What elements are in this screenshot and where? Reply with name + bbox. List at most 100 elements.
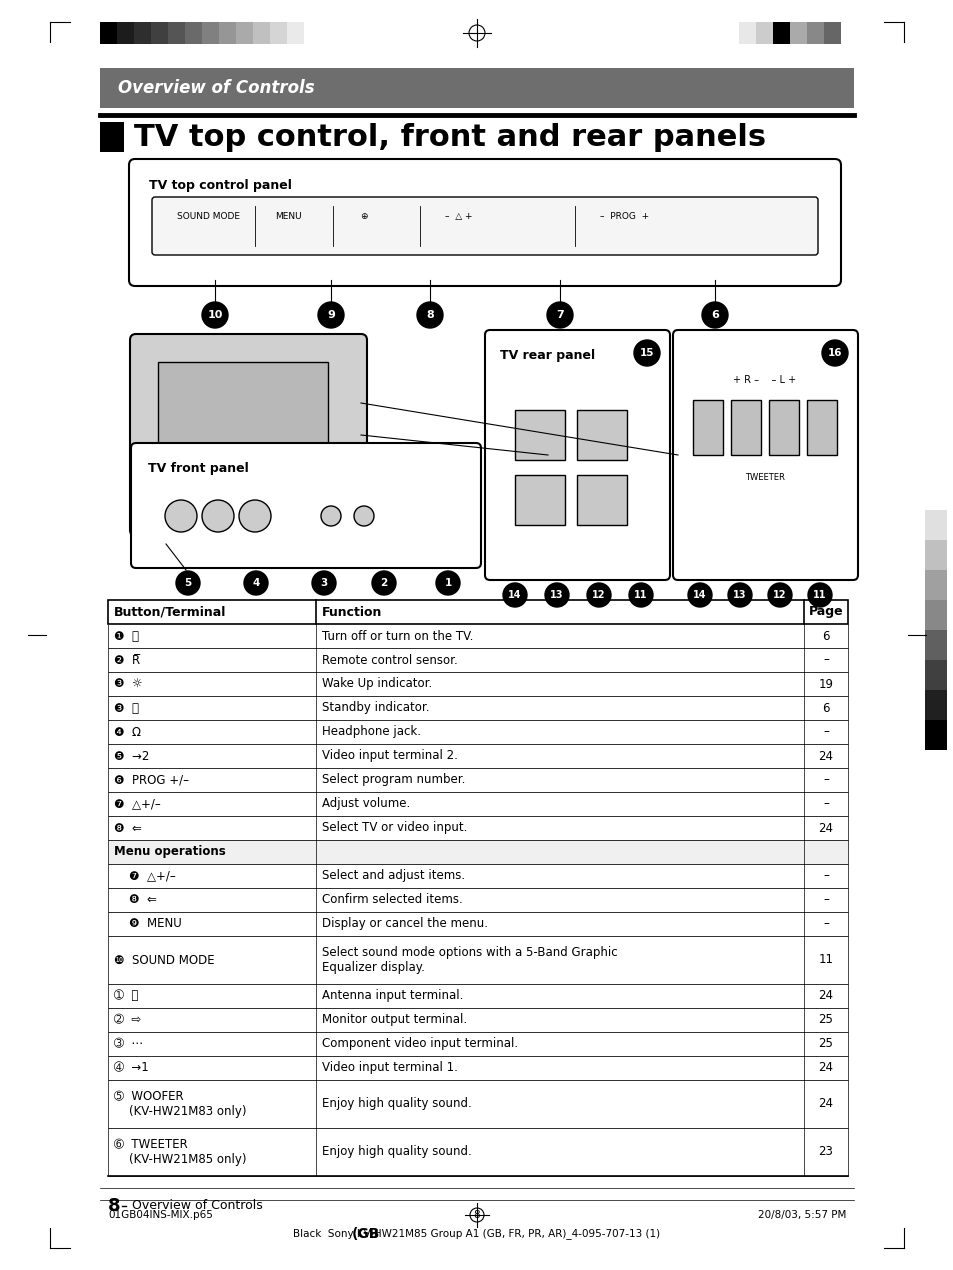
Bar xyxy=(823,22,841,44)
Text: SOUND MODE: SOUND MODE xyxy=(177,212,240,221)
Text: –: – xyxy=(822,870,828,883)
Bar xyxy=(924,630,946,660)
FancyBboxPatch shape xyxy=(672,330,857,580)
Text: 8: 8 xyxy=(108,1198,120,1215)
Text: Overview of Controls: Overview of Controls xyxy=(132,1199,262,1213)
Bar xyxy=(619,22,637,44)
Bar xyxy=(692,400,722,455)
Bar xyxy=(108,936,847,984)
Circle shape xyxy=(239,500,271,532)
Bar xyxy=(704,22,721,44)
Text: Monitor output terminal.: Monitor output terminal. xyxy=(322,1013,467,1026)
Bar xyxy=(100,69,853,108)
Text: ❽  ⇐: ❽ ⇐ xyxy=(113,822,142,834)
FancyBboxPatch shape xyxy=(130,334,367,536)
Text: ➁  ⇨: ➁ ⇨ xyxy=(113,1013,141,1026)
Text: 6: 6 xyxy=(821,701,829,715)
Bar xyxy=(133,22,151,44)
Text: Button/Terminal: Button/Terminal xyxy=(113,606,226,618)
Bar xyxy=(108,1008,847,1033)
Text: ❿  SOUND MODE: ❿ SOUND MODE xyxy=(113,954,214,966)
Circle shape xyxy=(628,583,652,607)
Bar xyxy=(185,22,202,44)
Circle shape xyxy=(312,572,335,596)
Circle shape xyxy=(767,583,791,607)
Text: ❾  MENU: ❾ MENU xyxy=(113,917,182,931)
Circle shape xyxy=(544,583,568,607)
Bar xyxy=(108,696,847,720)
Circle shape xyxy=(546,302,573,328)
Text: ➄  WOOFER
    (KV-HW21M83 only): ➄ WOOFER (KV-HW21M83 only) xyxy=(113,1090,246,1118)
Circle shape xyxy=(320,505,340,526)
Bar xyxy=(202,22,219,44)
Text: ❺  →2: ❺ →2 xyxy=(113,749,150,762)
Circle shape xyxy=(502,583,526,607)
Text: 9: 9 xyxy=(327,310,335,320)
Bar xyxy=(108,1128,847,1176)
Text: 7: 7 xyxy=(556,310,563,320)
Bar xyxy=(755,22,772,44)
Circle shape xyxy=(202,302,228,328)
Bar xyxy=(687,22,704,44)
Text: ❶  ⏻: ❶ ⏻ xyxy=(113,630,139,643)
Text: 24: 24 xyxy=(818,822,833,834)
Text: 11: 11 xyxy=(634,591,647,599)
Text: 14: 14 xyxy=(508,591,521,599)
FancyBboxPatch shape xyxy=(152,197,817,255)
Text: –: – xyxy=(822,917,828,931)
Text: 11: 11 xyxy=(812,591,826,599)
Text: 2: 2 xyxy=(380,578,387,588)
Text: ❼  △+/–: ❼ △+/– xyxy=(113,870,175,883)
Text: 13: 13 xyxy=(733,591,746,599)
Text: ❸  ☼: ❸ ☼ xyxy=(113,677,142,691)
Text: 3: 3 xyxy=(320,578,327,588)
Text: ❻  PROG +/–: ❻ PROG +/– xyxy=(113,773,189,786)
Text: Antenna input terminal.: Antenna input terminal. xyxy=(322,989,463,1002)
Bar xyxy=(253,22,270,44)
Text: Headphone jack.: Headphone jack. xyxy=(322,725,420,738)
Text: Confirm selected items.: Confirm selected items. xyxy=(322,894,462,907)
Text: 16: 16 xyxy=(827,348,841,358)
Text: ➃  →1: ➃ →1 xyxy=(113,1062,149,1074)
Text: 8: 8 xyxy=(474,1210,479,1220)
Text: 24: 24 xyxy=(818,1062,833,1074)
Text: 24: 24 xyxy=(818,1097,833,1110)
Text: Wake Up indicator.: Wake Up indicator. xyxy=(322,677,432,691)
Circle shape xyxy=(175,572,200,596)
Text: TWEETER: TWEETER xyxy=(744,472,784,483)
Bar xyxy=(108,1055,847,1080)
Bar xyxy=(108,599,847,624)
Text: 13: 13 xyxy=(550,591,563,599)
Bar xyxy=(806,22,823,44)
Bar xyxy=(108,984,847,1008)
Text: TV rear panel: TV rear panel xyxy=(499,349,595,362)
Bar xyxy=(108,744,847,768)
Bar xyxy=(670,22,687,44)
Circle shape xyxy=(436,572,459,596)
Bar xyxy=(108,864,847,888)
Bar xyxy=(924,690,946,720)
Text: Turn off or turn on the TV.: Turn off or turn on the TV. xyxy=(322,630,473,643)
Text: MENU: MENU xyxy=(274,212,301,221)
FancyBboxPatch shape xyxy=(484,330,669,580)
Bar xyxy=(108,839,847,864)
Bar xyxy=(108,792,847,817)
Bar xyxy=(117,22,133,44)
Bar xyxy=(108,888,847,912)
Text: TV top control, front and rear panels: TV top control, front and rear panels xyxy=(133,122,765,151)
FancyBboxPatch shape xyxy=(129,159,841,286)
Text: 19: 19 xyxy=(818,677,833,691)
Bar xyxy=(654,22,670,44)
Text: 4: 4 xyxy=(252,578,259,588)
Text: –: – xyxy=(822,725,828,738)
Bar xyxy=(195,530,286,544)
FancyBboxPatch shape xyxy=(131,443,480,568)
Bar xyxy=(235,22,253,44)
Circle shape xyxy=(727,583,751,607)
Text: 1: 1 xyxy=(444,578,451,588)
Text: –: – xyxy=(822,773,828,786)
Text: 24: 24 xyxy=(818,749,833,762)
Bar xyxy=(219,22,235,44)
Text: –: – xyxy=(822,654,828,667)
Text: 11: 11 xyxy=(818,954,833,966)
